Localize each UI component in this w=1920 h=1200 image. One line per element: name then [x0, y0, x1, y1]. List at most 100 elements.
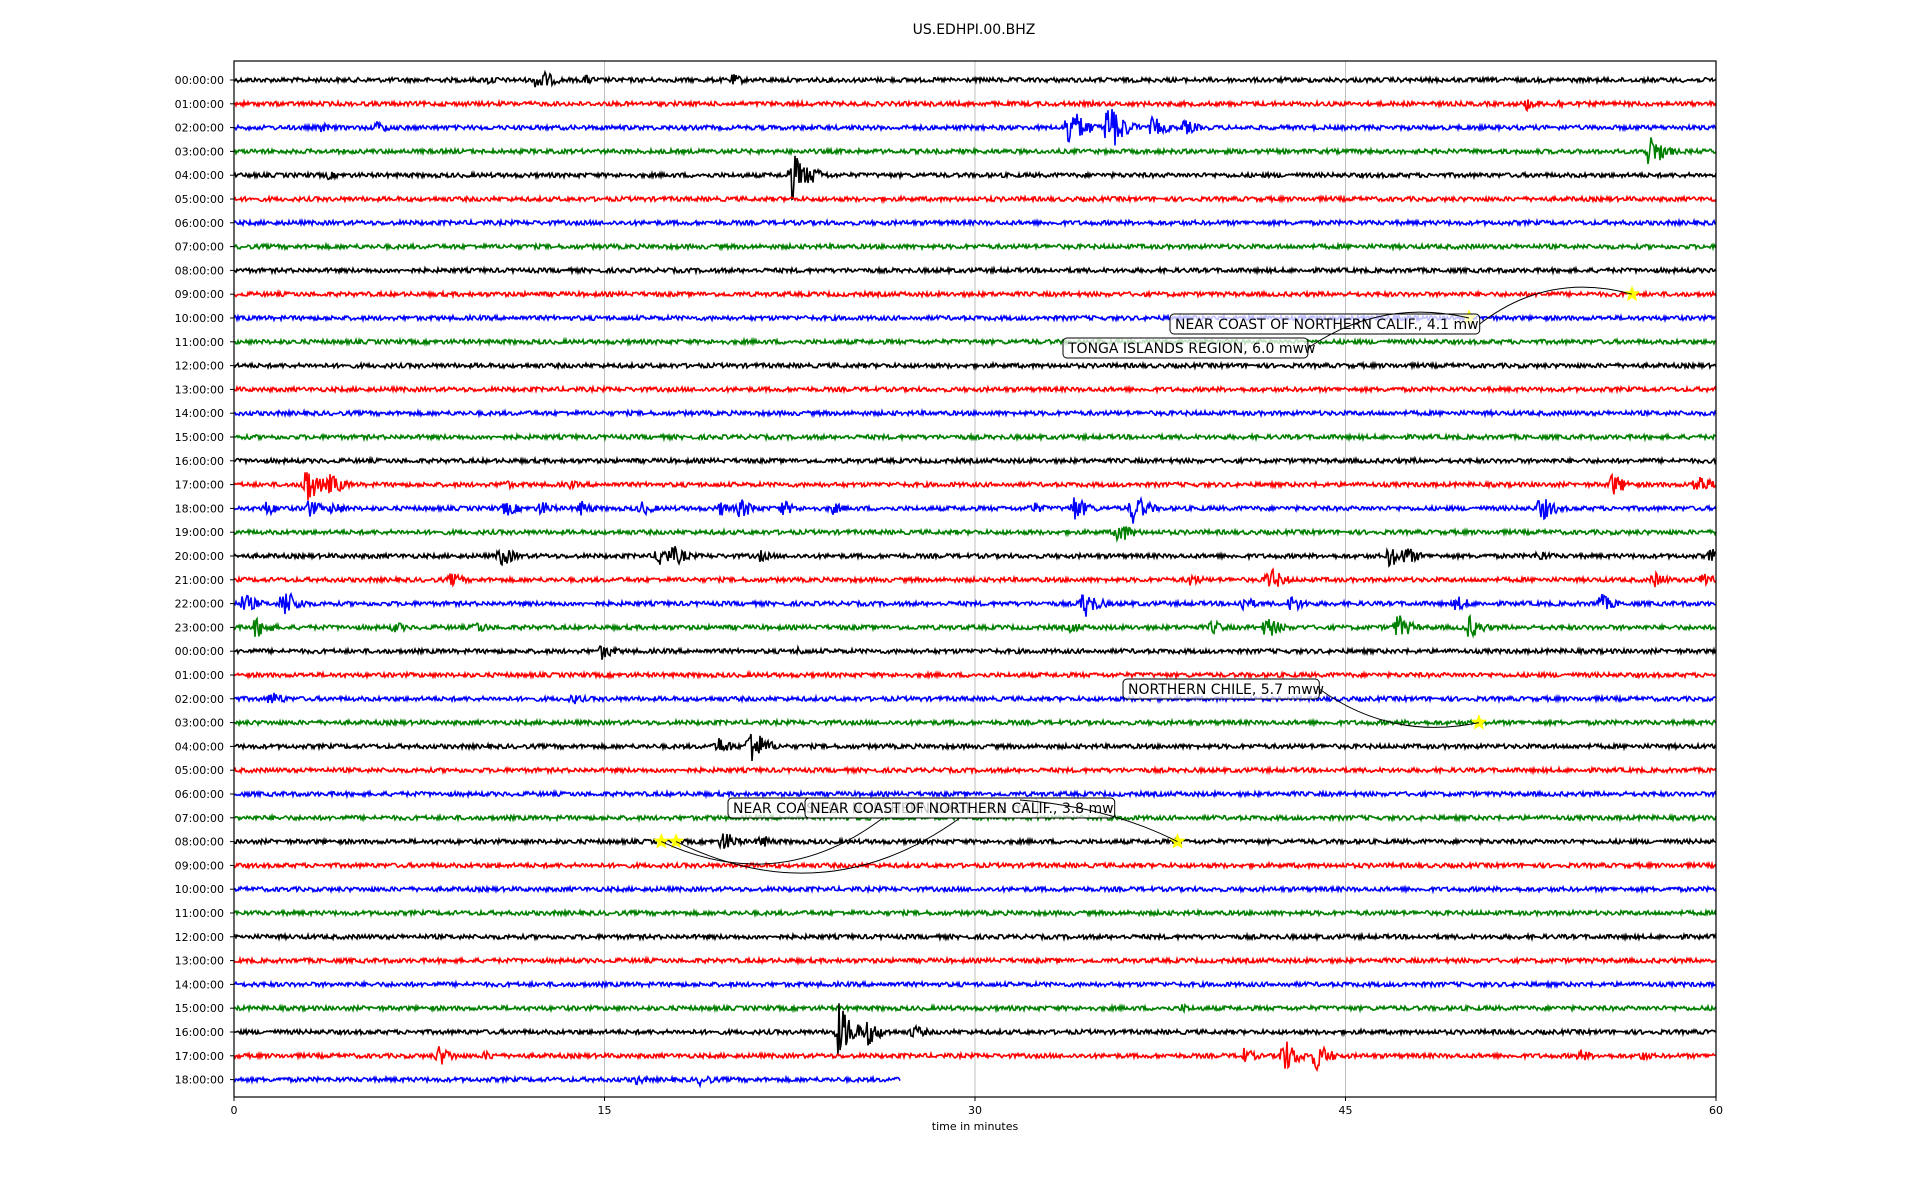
trace-row-39	[233, 1003, 1717, 1015]
trace-row-5	[233, 193, 1717, 205]
x-tick-label-4: 60	[1709, 1104, 1723, 1117]
y-tick-label-15: 15:00:00	[175, 431, 224, 444]
trace-row-16	[233, 455, 1717, 467]
trace-row-0	[233, 69, 1717, 88]
trace-row-34	[233, 884, 1717, 895]
event-star-2	[1470, 713, 1488, 730]
trace-row-22	[233, 591, 1717, 617]
y-tick-label-34: 10:00:00	[175, 883, 224, 896]
annotation-label-4: NEAR COAST OF NORTHERN CALIF., 3.8 mw	[810, 801, 1114, 817]
annotation-connector-2	[1319, 688, 1480, 728]
y-tick-label-23: 23:00:00	[175, 621, 224, 634]
y-tick-label-35: 11:00:00	[175, 907, 224, 920]
trace-row-19	[233, 526, 1717, 543]
x-tick-label-0: 0	[231, 1104, 238, 1117]
y-tick-label-9: 09:00:00	[175, 288, 224, 301]
trace-row-9	[233, 288, 1717, 300]
trace-row-1	[233, 98, 1717, 113]
y-tick-label-28: 04:00:00	[175, 740, 224, 753]
y-tick-label-14: 14:00:00	[175, 407, 224, 420]
annotation-box-1	[1062, 337, 1309, 359]
x-tick-label-3: 45	[1339, 1104, 1353, 1117]
trace-row-11	[233, 336, 1717, 348]
y-tick-label-25: 01:00:00	[175, 669, 224, 682]
trace-row-30	[233, 788, 1717, 800]
event-star-4	[667, 832, 685, 849]
trace-row-28	[233, 733, 1717, 762]
y-tick-label-1: 01:00:00	[175, 98, 224, 111]
trace-row-33	[233, 860, 1717, 871]
event-annotations: NEAR COAST OF NORTHERN CALIF., 4.1 mw TON…	[661, 286, 1633, 874]
y-tick-label-31: 07:00:00	[175, 812, 224, 825]
y-tick-label-30: 06:00:00	[175, 788, 224, 801]
x-axis-ticks: 0 15 30 45 60	[231, 1097, 1723, 1117]
y-tick-label-19: 19:00:00	[175, 526, 224, 539]
trace-row-25	[233, 669, 1717, 681]
trace-row-18	[233, 495, 1717, 524]
y-tick-label-6: 06:00:00	[175, 217, 224, 230]
x-tick-label-1: 15	[598, 1104, 612, 1117]
trace-row-2	[233, 109, 1717, 146]
y-tick-label-11: 11:00:00	[175, 336, 224, 349]
annotation-box-0	[1169, 313, 1481, 335]
trace-row-12	[233, 360, 1717, 371]
y-tick-label-36: 12:00:00	[175, 931, 224, 944]
y-tick-label-2: 02:00:00	[175, 122, 224, 135]
trace-row-20	[233, 546, 1717, 568]
trace-row-7	[234, 241, 1717, 252]
y-tick-label-5: 05:00:00	[175, 193, 224, 206]
trace-row-17	[233, 472, 1717, 501]
trace-row-26	[233, 692, 1717, 705]
y-tick-label-0: 00:00:00	[175, 74, 224, 87]
y-tick-label-22: 22:00:00	[175, 598, 224, 611]
trace-row-38	[233, 979, 1717, 990]
trace-row-29	[233, 765, 1717, 776]
trace-row-42	[233, 1074, 901, 1089]
y-tick-label-4: 04:00:00	[175, 169, 224, 182]
y-tick-label-8: 08:00:00	[175, 264, 224, 277]
annotation-label-2: NORTHERN CHILE, 5.7 mww	[1128, 682, 1324, 698]
trace-row-6	[233, 217, 1717, 229]
trace-row-8	[233, 265, 1717, 276]
annotation-connector-4	[675, 817, 961, 874]
trace-row-14	[233, 408, 1717, 419]
event-star-3	[653, 832, 670, 849]
trace-row-15	[233, 431, 1717, 443]
y-tick-label-37: 13:00:00	[175, 955, 224, 968]
y-tick-label-17: 17:00:00	[175, 479, 224, 492]
y-tick-label-3: 03:00:00	[175, 145, 224, 158]
y-tick-label-24: 00:00:00	[175, 645, 224, 658]
trace-row-24	[233, 644, 1717, 660]
y-tick-label-18: 18:00:00	[175, 502, 224, 515]
trace-row-32	[233, 833, 1717, 851]
annotation-connector-1	[1307, 311, 1470, 349]
trace-row-27	[233, 717, 1717, 728]
y-tick-label-7: 07:00:00	[175, 241, 224, 254]
y-tick-label-29: 05:00:00	[175, 764, 224, 777]
y-tick-label-38: 14:00:00	[175, 978, 224, 991]
trace-row-23	[233, 613, 1717, 639]
y-tick-label-27: 03:00:00	[175, 717, 224, 730]
trace-row-40	[233, 1003, 1717, 1056]
annotation-connector-5	[1019, 799, 1178, 843]
annotation-label-1: TONGA ISLANDS REGION, 6.0 mww	[1067, 341, 1315, 357]
trace-row-37	[233, 955, 1717, 966]
trace-row-3	[233, 137, 1717, 165]
trace-row-35	[233, 907, 1717, 919]
trace-row-13	[233, 384, 1717, 395]
y-tick-label-33: 09:00:00	[175, 859, 224, 872]
trace-row-4	[233, 155, 1717, 201]
y-tick-label-40: 16:00:00	[175, 1026, 224, 1039]
y-tick-label-13: 13:00:00	[175, 383, 224, 396]
trace-row-41	[233, 1041, 1717, 1073]
annotation-label-0: NEAR COAST OF NORTHERN CALIF., 4.1 mw	[1175, 317, 1479, 333]
x-axis-label: time in minutes	[932, 1120, 1019, 1133]
y-tick-label-32: 08:00:00	[175, 836, 224, 849]
y-tick-label-21: 21:00:00	[175, 574, 224, 587]
y-tick-label-12: 12:00:00	[175, 360, 224, 373]
annotation-box-4	[804, 797, 1116, 819]
y-tick-label-42: 18:00:00	[175, 1074, 224, 1087]
y-tick-label-26: 02:00:00	[175, 693, 224, 706]
x-tick-label-2: 30	[968, 1104, 982, 1117]
